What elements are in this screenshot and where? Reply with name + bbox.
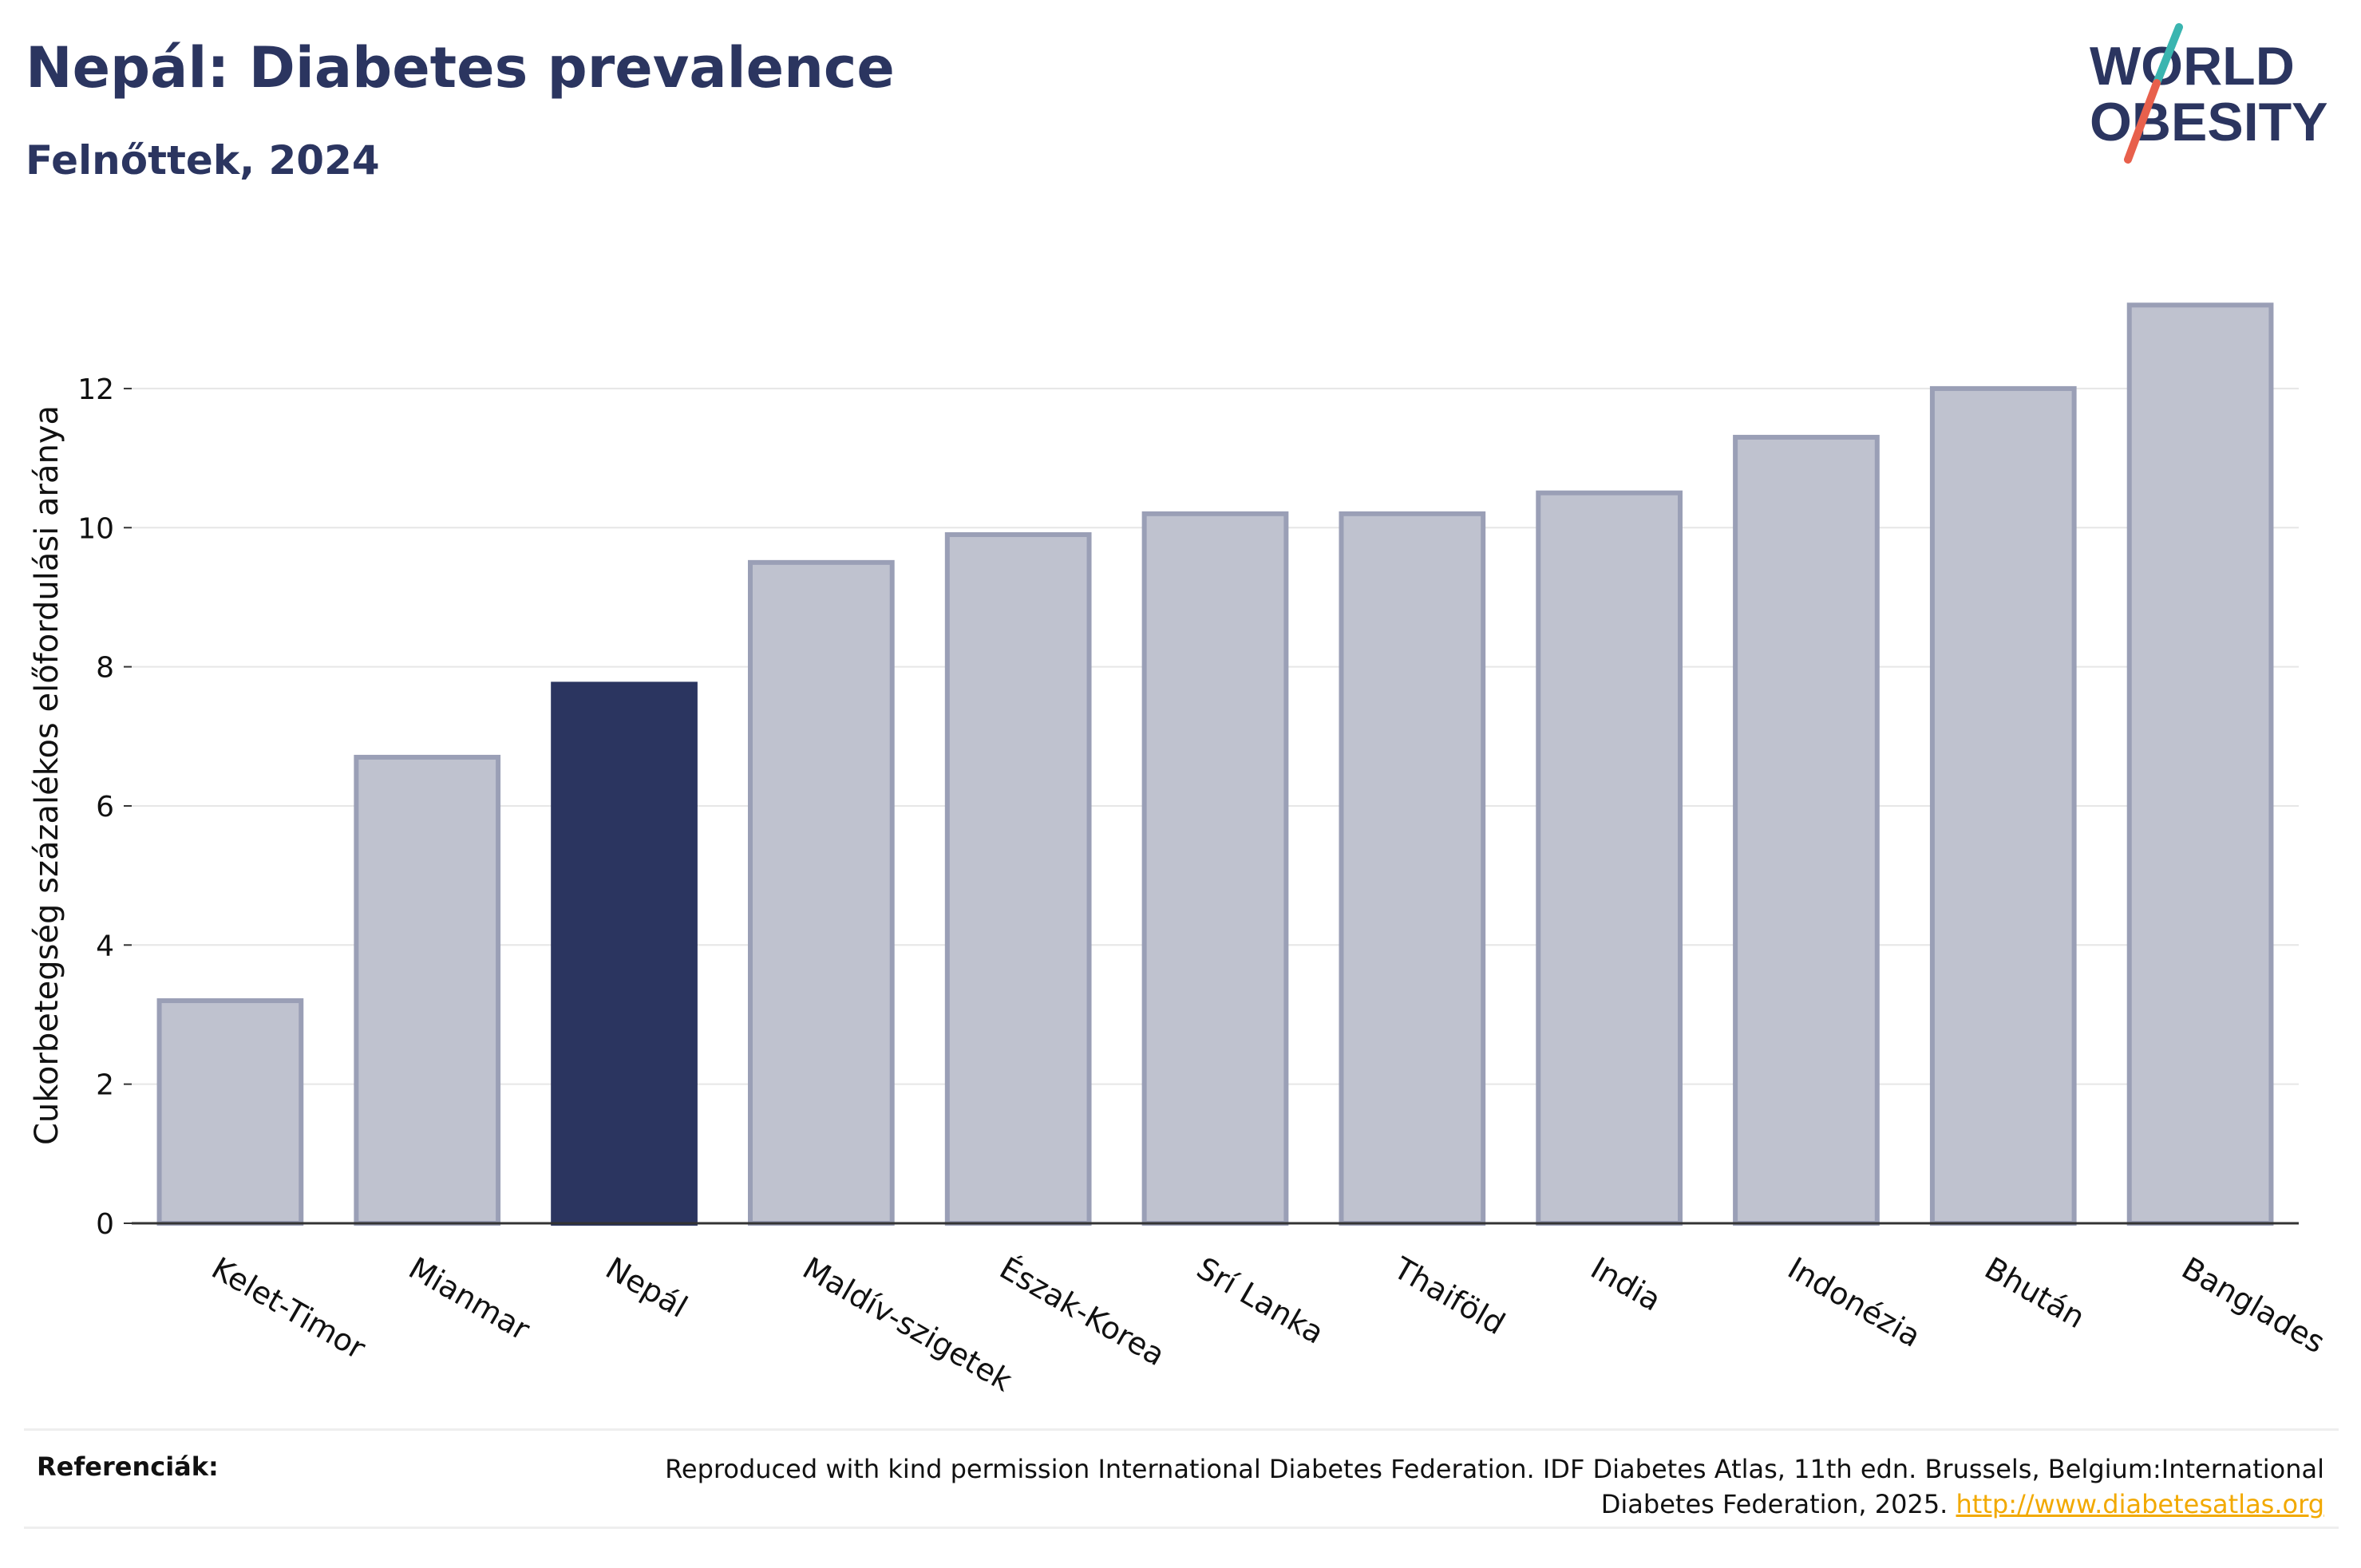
- x-tick-label: Bhután: [1979, 1250, 2090, 1335]
- references-section: Referenciák: Reproduced with kind permis…: [24, 1428, 2339, 1529]
- references-citation: Reproduced with kind permission Internat…: [665, 1454, 2324, 1519]
- x-tick-label: India: [1585, 1250, 1667, 1318]
- bar-észak-korea: [944, 531, 1092, 1226]
- references-text: Reproduced with kind permission Internat…: [648, 1451, 2324, 1522]
- x-tick-label: Indonézia: [1782, 1250, 1926, 1354]
- bar-kelet-timor: [156, 998, 304, 1226]
- page-subtitle: Felnőttek, 2024: [26, 137, 380, 184]
- y-tick-label: 2: [96, 1069, 114, 1102]
- y-axis-label: Cukorbetegség százalékos előfordulási ar…: [29, 405, 65, 1145]
- x-tick-labels: Kelet-Timor Mianmar Nepál Maldív-szigetekÉs…: [206, 1250, 2331, 1398]
- bar-srí-lanka: [1141, 511, 1289, 1226]
- bar-maldív-szigetek: [748, 559, 895, 1226]
- x-tick-label: Banglades: [2176, 1250, 2331, 1360]
- bar-nepál: [551, 681, 698, 1226]
- x-tick-label: Kelet-Timor: [206, 1250, 372, 1366]
- bar-banglades: [2126, 302, 2274, 1226]
- x-tick-label: Maldív-szigetek: [797, 1250, 1018, 1398]
- logo-slash-top: [2153, 23, 2183, 87]
- logo-text-world: WORLD: [2090, 36, 2295, 97]
- y-tick-label: 6: [96, 791, 114, 823]
- logo-slash-bottom: [2124, 79, 2161, 164]
- x-tick-label: Thaiföld: [1387, 1250, 1511, 1341]
- bar-chart: 0 2 4 6 8 10 12 Kelet-Timor Mianmar Nepál Maldív-…: [29, 302, 2331, 1398]
- x-tick-label: Mianmar: [403, 1250, 536, 1348]
- bars: [156, 302, 2274, 1226]
- x-tick-label: Észak-Korea: [994, 1250, 1171, 1372]
- x-tick-label: Nepál: [600, 1250, 694, 1325]
- bar-indonézia: [1733, 434, 1880, 1226]
- y-tick-label: 4: [96, 930, 114, 962]
- world-obesity-logo: WORLD OBESITY: [2090, 23, 2328, 164]
- references-label: Referenciák:: [37, 1451, 219, 1482]
- x-tick-label: Srí Lanka: [1191, 1250, 1330, 1351]
- references-link[interactable]: http://www.diabetesatlas.org: [1956, 1489, 2324, 1519]
- page-title: Nepál: Diabetes prevalence: [26, 35, 895, 101]
- bar-bhután: [1929, 385, 2077, 1226]
- y-tick-label: 8: [96, 652, 114, 685]
- bar-thaiföld: [1339, 511, 1486, 1226]
- y-tick-label: 12: [77, 373, 114, 406]
- logo-text-obesity: OBESITY: [2090, 92, 2328, 152]
- y-tick-label: 10: [77, 512, 114, 545]
- y-tick-label: 0: [96, 1208, 114, 1241]
- bar-mianmar: [354, 754, 501, 1226]
- bar-india: [1536, 490, 1683, 1226]
- y-tick-labels: 0 2 4 6 8 10 12: [77, 373, 132, 1241]
